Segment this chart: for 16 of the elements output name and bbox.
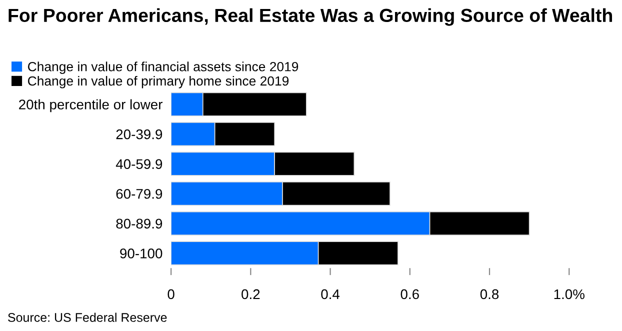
x-tick-label: 1.0% — [554, 289, 584, 300]
y-tick-label: 20th percentile or lower — [19, 99, 162, 112]
x-tick-label: 0.2 — [242, 289, 260, 300]
legend-label: Change in value of primary home since 2019 — [28, 76, 289, 88]
y-tick-label: 40-59.9 — [116, 159, 162, 170]
x-tick-label: 0.4 — [321, 289, 340, 300]
x-tick-label: 0.8 — [480, 289, 499, 300]
y-tick-label: 80-89.9 — [116, 218, 162, 229]
x-tick-label: 0 — [168, 289, 174, 300]
y-tick-label: 90-100 — [120, 248, 162, 258]
chart-title: For Poorer Americans, Real Estate Was a Growing Source of Wealth — [8, 8, 612, 26]
source-note: Source: US Federal Reserve — [8, 312, 167, 322]
x-tick-label: 0.6 — [400, 289, 419, 300]
y-tick-label: 20-39.9 — [116, 129, 162, 140]
y-tick-label: 60-79.9 — [116, 188, 162, 199]
legend-label: Change in value of financial assets since 2019 — [28, 62, 298, 74]
